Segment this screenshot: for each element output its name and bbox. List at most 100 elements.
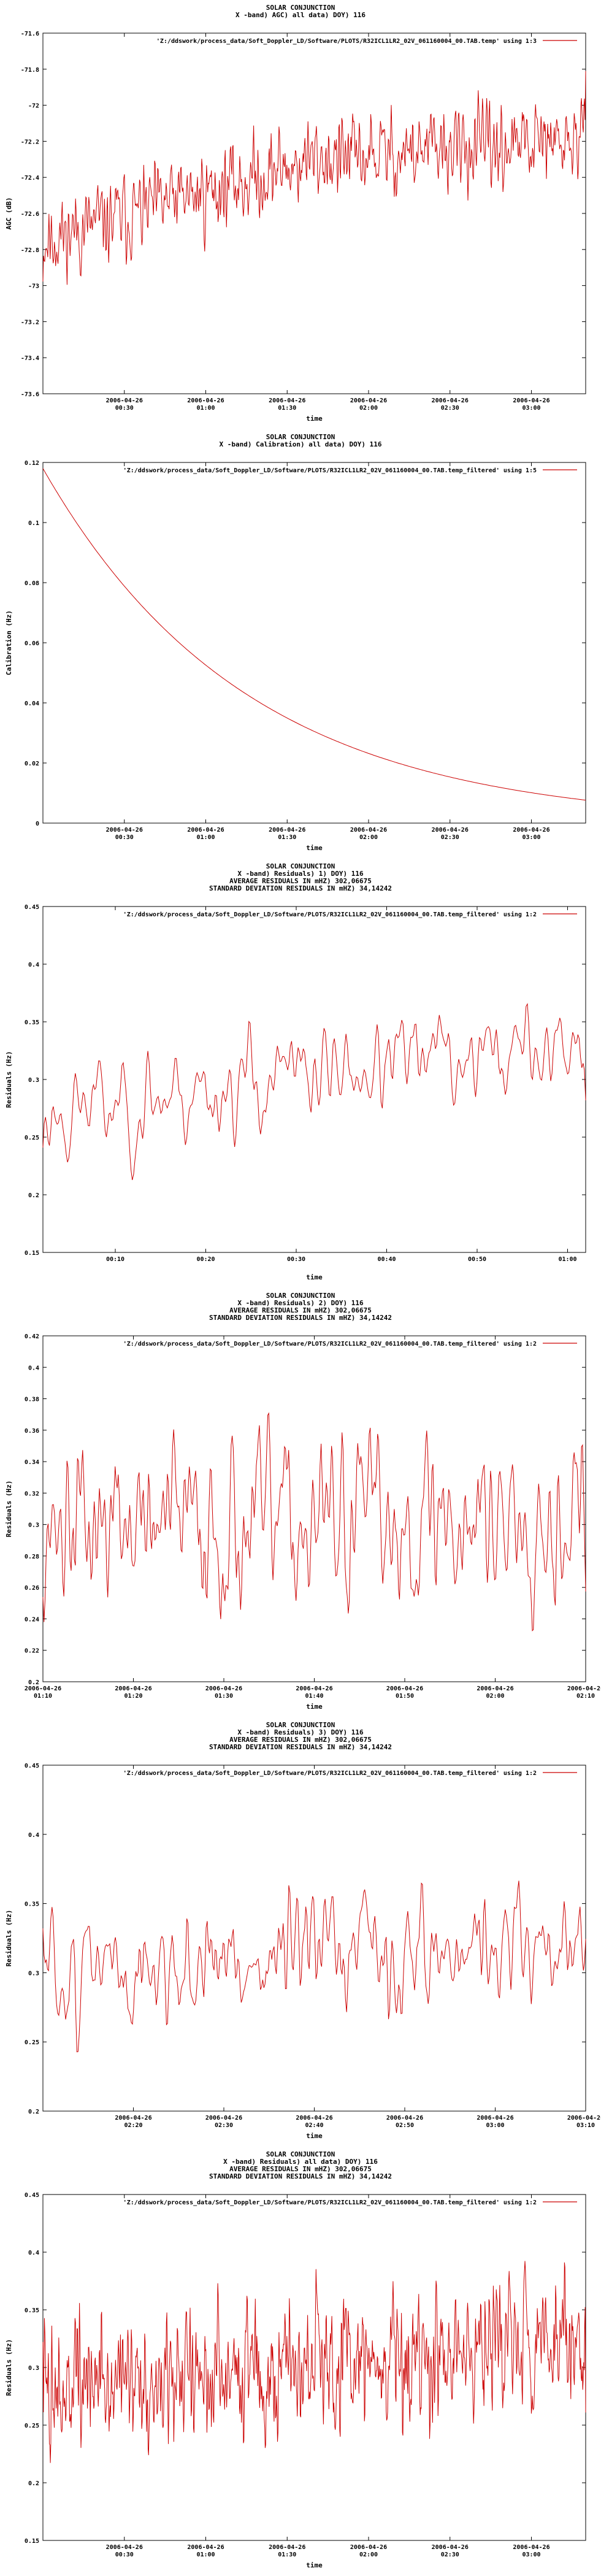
y-tick-label: -72.4 <box>21 175 39 182</box>
y-tick-label: 0.4 <box>28 1365 39 1371</box>
x-tick-date: 2006-04-26 <box>350 2544 387 2551</box>
y-tick-label: 0.4 <box>28 1832 39 1839</box>
legend-label: 'Z:/ddswork/process_data/Soft_Doppler_LD… <box>123 2199 537 2206</box>
y-tick-label: 0.3 <box>28 1077 39 1084</box>
x-tick-date: 2006-04-26 <box>205 1685 242 1692</box>
x-tick-date: 2006-04-26 <box>106 2544 143 2551</box>
chart-title-line: SOLAR CONJUNCTION <box>266 2150 335 2158</box>
x-tick-time: 02:50 <box>396 2122 414 2129</box>
x-tick-time: 02:00 <box>359 2551 378 2558</box>
plot-frame <box>42 462 586 824</box>
x-tick-time: 01:50 <box>396 1693 414 1700</box>
x-tick-time: 01:40 <box>305 1693 323 1700</box>
x-tick-time: 02:30 <box>441 405 459 412</box>
x-tick-date: 2006-04-26 <box>187 2544 224 2551</box>
y-tick-label: -73.6 <box>21 391 39 398</box>
y-tick-label: 0.32 <box>25 1490 39 1497</box>
x-tick-date: 2006-04-26 <box>567 2115 601 2122</box>
x-tick-date: 2006-04-26 <box>513 2544 549 2551</box>
y-tick-label: 0.34 <box>25 1459 39 1466</box>
y-tick-label: 0.2 <box>28 2480 39 2487</box>
y-tick-label: -73.2 <box>21 319 39 326</box>
x-axis-label: time <box>306 2561 323 2569</box>
x-tick-time: 03:10 <box>576 2122 595 2129</box>
y-tick-label: 0.24 <box>25 1616 39 1623</box>
y-axis-label: Calibration (Hz) <box>5 610 13 675</box>
chart-title-line: SOLAR CONJUNCTION <box>266 4 335 12</box>
chart-title-line: AVERAGE RESIDUALS IN mHZ) 302,06675 <box>229 877 372 885</box>
x-tick-time: 02:10 <box>576 1693 595 1700</box>
x-tick-date: 2006-04-26 <box>432 2544 469 2551</box>
y-tick-label: -72.2 <box>21 139 39 145</box>
chart-title-line: SOLAR CONJUNCTION <box>266 1292 335 1300</box>
legend-label: 'Z:/ddswork/process_data/Soft_Doppler_LD… <box>123 1340 537 1347</box>
chart-title-line: STANDARD DEVIATION RESIDUALS IN mHZ) 34,… <box>209 1743 392 1751</box>
y-tick-label: -73 <box>28 283 39 290</box>
x-tick-date: 2006-04-26 <box>296 1685 332 1692</box>
x-axis-label: time <box>306 1703 323 1711</box>
x-tick-date: 2006-04-26 <box>567 1685 601 1692</box>
x-tick-date: 2006-04-26 <box>477 2115 513 2122</box>
y-tick-label: 0.4 <box>28 2250 39 2256</box>
legend-label: 'Z:/ddswork/process_data/Soft_Doppler_LD… <box>156 37 537 45</box>
y-tick-label: 0.3 <box>28 2365 39 2372</box>
y-axis-label: Residuals (Hz) <box>5 1910 13 1967</box>
x-tick-time: 01:30 <box>278 405 296 412</box>
chart-panel-4: SOLAR CONJUNCTION X -band) Residuals) 2) … <box>0 1288 601 1717</box>
x-tick-time: 02:20 <box>124 2122 142 2129</box>
y-axis-label: Residuals (Hz) <box>5 1051 13 1108</box>
x-tick-time: 01:30 <box>278 2551 296 2558</box>
y-tick-label: 0.35 <box>25 1901 39 1908</box>
x-tick-time: 00:10 <box>106 1256 124 1263</box>
x-tick-date: 2006-04-26 <box>386 1685 423 1692</box>
x-axis-label: time <box>306 1273 323 1281</box>
x-tick-time: 02:00 <box>486 1693 504 1700</box>
chart-panel-1: SOLAR CONJUNCTION X -band) AGC) all data)… <box>0 0 601 429</box>
chart-title-line: STANDARD DEVIATION RESIDUALS IN mHZ) 34,… <box>209 1314 392 1322</box>
x-axis-label: time <box>306 2132 323 2140</box>
y-tick-label: 0.2 <box>28 2109 39 2115</box>
x-tick-time: 02:30 <box>215 2122 233 2129</box>
plot-frame <box>42 906 586 1253</box>
x-tick-date: 2006-04-26 <box>25 1685 61 1692</box>
legend-label: 'Z:/ddswork/process_data/Soft_Doppler_LD… <box>123 1769 537 1777</box>
legend-label: 'Z:/ddswork/process_data/Soft_Doppler_LD… <box>123 467 537 474</box>
y-tick-label: 0.4 <box>28 962 39 968</box>
y-tick-label: 0.04 <box>25 700 39 707</box>
x-tick-date: 2006-04-26 <box>386 2115 423 2122</box>
x-tick-time: 00:30 <box>115 405 134 412</box>
x-tick-date: 2006-04-26 <box>269 397 305 404</box>
y-tick-label: 0.45 <box>25 1763 39 1769</box>
y-tick-label: 0.15 <box>25 1250 39 1257</box>
series-line <box>42 2261 586 2463</box>
x-tick-time: 03:00 <box>522 2551 540 2558</box>
y-tick-label: 0.38 <box>25 1397 39 1403</box>
chart-panel-3: SOLAR CONJUNCTION X -band) Residuals) 1) … <box>0 859 601 1288</box>
chart-panel-6: SOLAR CONJUNCTION X -band) Residuals) all… <box>0 2147 601 2576</box>
x-tick-time: 00:30 <box>115 834 134 841</box>
y-axis-label: Residuals (Hz) <box>5 2339 13 2396</box>
y-tick-label: 0.35 <box>25 2307 39 2314</box>
y-tick-label: 0.06 <box>25 640 39 647</box>
x-tick-time: 01:00 <box>196 2551 215 2558</box>
y-tick-label: 0.3 <box>28 1970 39 1977</box>
y-tick-label: 0.35 <box>25 1019 39 1026</box>
y-tick-label: 0.1 <box>28 520 39 527</box>
y-tick-label: 0.2 <box>28 1192 39 1199</box>
y-tick-label: 0.26 <box>25 1585 39 1592</box>
chart-title-line: AVERAGE RESIDUALS IN mHZ) 302,06675 <box>229 1736 372 1744</box>
x-tick-time: 03:00 <box>522 834 540 841</box>
x-tick-date: 2006-04-26 <box>269 827 305 834</box>
x-tick-time: 01:30 <box>215 1693 233 1700</box>
series-line <box>42 71 586 285</box>
x-tick-date: 2006-04-26 <box>187 397 224 404</box>
x-tick-time: 00:30 <box>115 2551 134 2558</box>
y-tick-label: 0.12 <box>25 460 39 467</box>
x-tick-time: 02:00 <box>359 834 378 841</box>
plot-frame <box>42 1765 586 2112</box>
